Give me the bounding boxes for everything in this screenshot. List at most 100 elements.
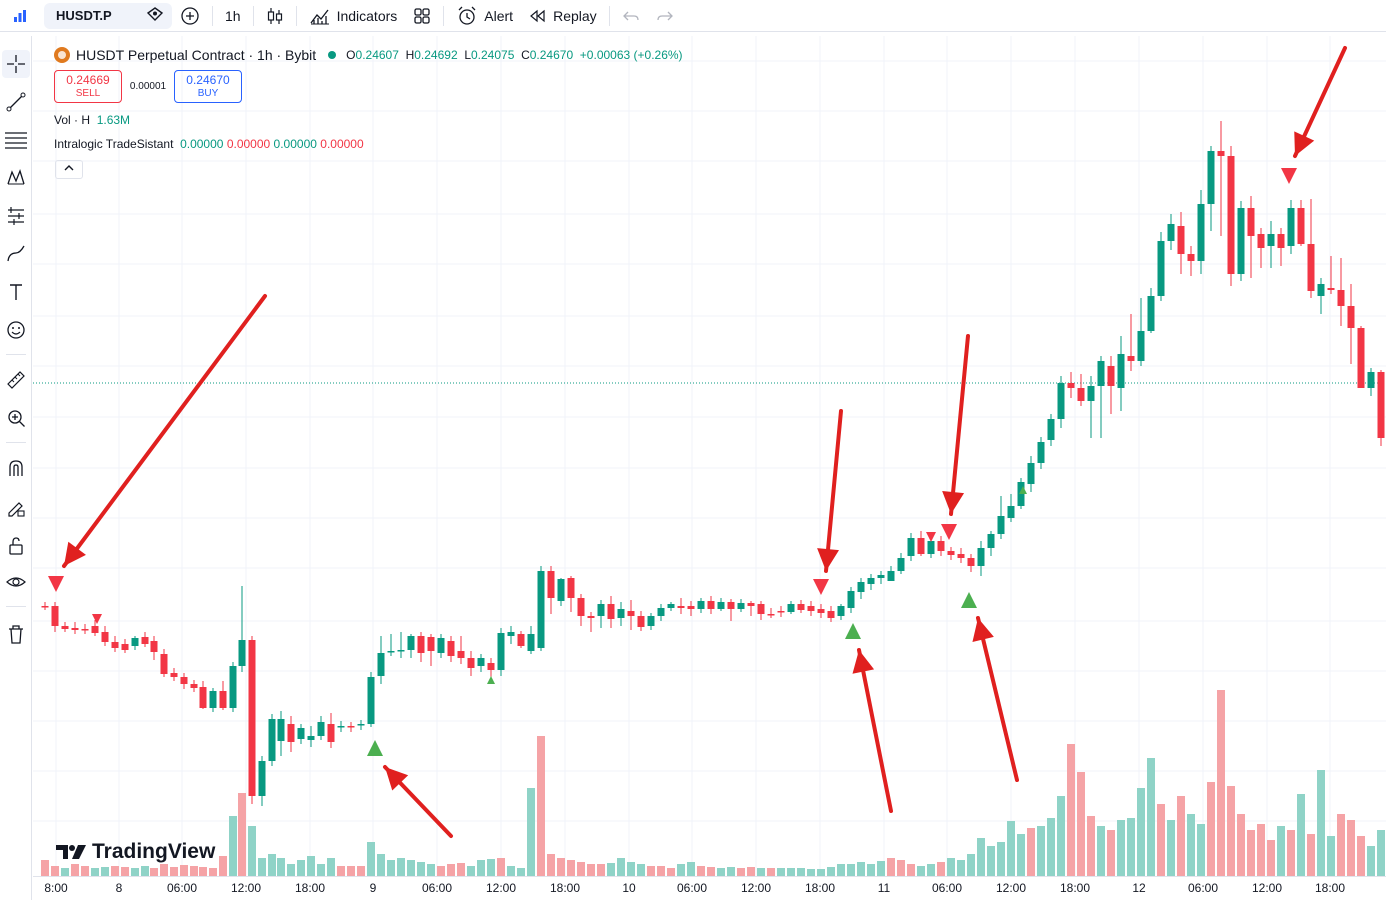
tradingview-logo[interactable]: TradingView	[56, 840, 215, 864]
volume-bar	[497, 858, 505, 876]
redo-button[interactable]	[648, 0, 682, 32]
volume-bar	[787, 868, 795, 876]
candle-body	[657, 608, 665, 616]
candle-body	[71, 628, 79, 630]
candle-body	[687, 606, 695, 609]
time-axis[interactable]: 8:00 8 06:00 12:00 18:00 9 06:00 12:00 18:00 10 06…	[33, 876, 1386, 900]
candle-body	[1167, 224, 1175, 241]
volume-bar	[707, 867, 715, 876]
app-logo-icon[interactable]	[0, 8, 40, 24]
interval-button[interactable]: 1h	[217, 0, 249, 32]
candle-body	[487, 663, 495, 670]
volume-bar	[1127, 818, 1135, 876]
remove-drawings-tool[interactable]	[2, 620, 30, 648]
volume-bar	[277, 858, 285, 876]
volume-bar	[1187, 814, 1195, 876]
candle-body	[317, 722, 325, 736]
volume-bar	[170, 867, 178, 876]
symbol-title[interactable]: HUSDT Perpetual Contract · 1h · Bybit	[76, 47, 317, 63]
brush-tool[interactable]	[2, 240, 30, 268]
volume-bar	[827, 867, 835, 876]
stay-in-drawing-tool[interactable]	[2, 494, 30, 522]
buy-signal-marker	[961, 592, 977, 608]
ohlc-values: O0.24607 H0.24692 L0.24075 C0.24670 +0.0…	[346, 48, 683, 62]
volume-bar	[887, 858, 895, 876]
text-tool[interactable]	[2, 278, 30, 306]
volume-bar	[51, 866, 59, 876]
time-axis-label: 12:00	[485, 881, 517, 895]
symbol-info-icon[interactable]	[146, 7, 164, 24]
trend-line-tool[interactable]	[2, 88, 30, 116]
lock-drawings-tool[interactable]	[2, 532, 30, 560]
compare-symbol-button[interactable]	[172, 0, 208, 32]
collapse-legend-button[interactable]	[55, 160, 83, 179]
undo-button[interactable]	[614, 0, 648, 32]
rewind-icon	[530, 9, 545, 22]
volume-bar	[1087, 816, 1095, 876]
sell-signal-marker	[48, 576, 64, 592]
candle-body	[268, 719, 276, 761]
time-axis-label: 11	[877, 881, 891, 895]
candle-body	[947, 551, 955, 555]
volume-bar	[131, 868, 139, 876]
candle-body	[1217, 151, 1225, 156]
volume-bar	[81, 866, 89, 876]
time-axis-label: 06:00	[166, 881, 198, 895]
volume-bar	[847, 864, 855, 876]
magnet-tool[interactable]	[2, 454, 30, 482]
replay-button[interactable]: Replay	[521, 0, 605, 32]
alert-button[interactable]: Alert	[448, 0, 521, 32]
volume-bar	[517, 868, 525, 876]
undo-icon	[622, 11, 639, 20]
volume-bar	[1287, 830, 1295, 876]
indicator-value-3: 0.00000	[273, 137, 317, 151]
volume-bar	[91, 868, 99, 876]
volume-bar	[229, 816, 237, 876]
fib-tool[interactable]	[2, 126, 30, 154]
horizontal-lines-icon	[5, 132, 27, 149]
emoji-tool[interactable]	[2, 316, 30, 344]
volume-bar	[407, 860, 415, 876]
volume-bar	[977, 838, 985, 876]
price-chart[interactable]	[33, 36, 1386, 876]
sell-signal-marker	[1281, 168, 1297, 184]
buy-button[interactable]: 0.24670 BUY	[174, 70, 242, 103]
volume-bar	[1057, 796, 1065, 876]
pattern-tool[interactable]	[2, 164, 30, 192]
volume-bar	[1067, 744, 1075, 876]
volume-bar	[867, 864, 875, 876]
indicator-value-4: 0.00000	[320, 137, 364, 151]
volume-bar	[937, 862, 945, 876]
candle-body	[407, 636, 415, 650]
chart-type-button[interactable]	[258, 0, 292, 32]
candle-body	[877, 575, 885, 578]
volume-bar	[447, 864, 455, 876]
volume-bar	[957, 860, 965, 876]
volume-bar	[297, 860, 305, 876]
zoom-tool[interactable]	[2, 404, 30, 432]
time-axis-label: 12	[1132, 881, 1146, 895]
crosshair-tool[interactable]	[2, 50, 30, 78]
forecast-tool[interactable]	[2, 202, 30, 230]
volume-bar	[1217, 690, 1225, 876]
annotation-arrow-head	[385, 767, 409, 791]
symbol-search-button[interactable]: HUSDT.P	[44, 2, 172, 29]
indicator-legend[interactable]: Intralogic TradeSistant 0.00000 0.00000 …	[54, 137, 364, 151]
candle-body	[1207, 151, 1215, 204]
sell-button[interactable]: 0.24669 SELL	[54, 70, 122, 103]
volume-bar	[1037, 826, 1045, 876]
volume-bar	[180, 865, 188, 876]
indicators-button[interactable]: Indicators	[301, 0, 406, 32]
time-axis-label: 12:00	[1251, 881, 1283, 895]
candle-body	[1087, 386, 1095, 401]
hide-drawings-tool[interactable]	[2, 568, 30, 596]
volume-bar	[219, 856, 227, 876]
volume-legend[interactable]: Vol · H 1.63M	[54, 113, 130, 127]
volume-bar	[1207, 782, 1215, 876]
candle-body	[697, 601, 705, 609]
layouts-button[interactable]	[405, 0, 439, 32]
candle-body	[101, 632, 109, 642]
volume-bar	[238, 793, 246, 876]
candle-body	[1047, 419, 1055, 440]
measure-tool[interactable]	[2, 366, 30, 394]
